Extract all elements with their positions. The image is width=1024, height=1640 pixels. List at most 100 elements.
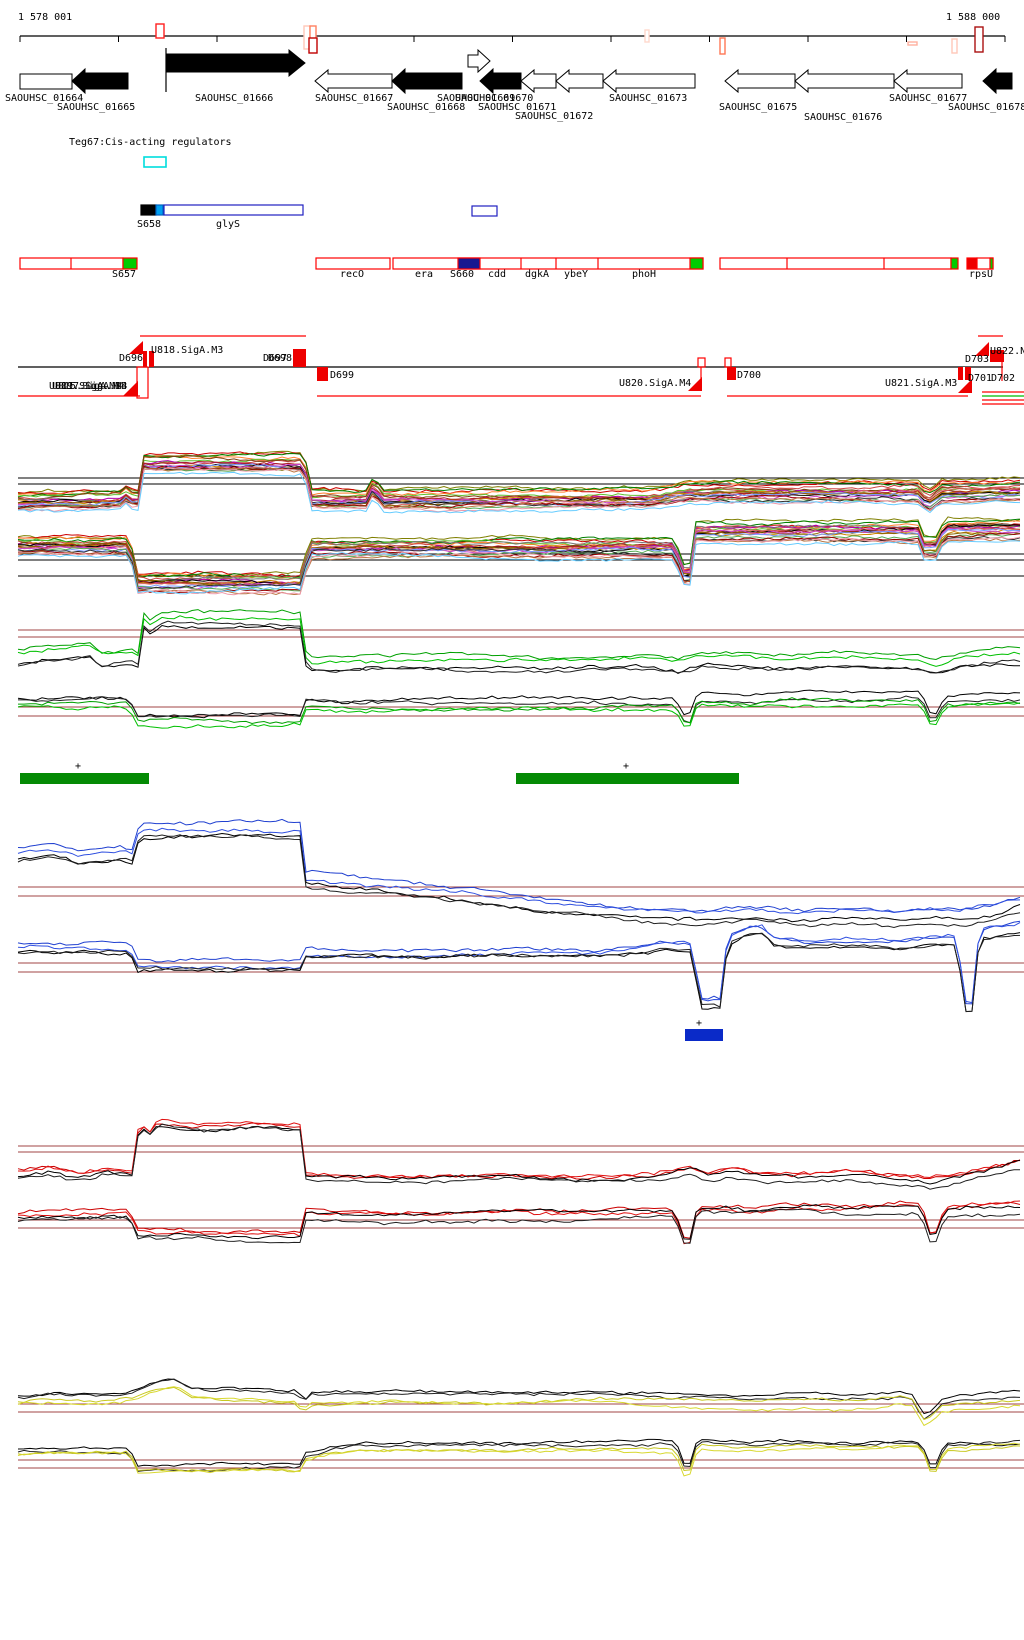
annotation-blue-segment: + [685, 1018, 723, 1041]
operon-label: phoH [632, 269, 656, 280]
ruler-mark[interactable] [907, 41, 918, 46]
expression-series [17, 827, 1021, 915]
expression-series [17, 471, 1021, 514]
regulatory-label: U822.N [990, 346, 1024, 357]
gene-label: SAOUHSC_01670 [455, 93, 533, 104]
regulatory-box[interactable] [317, 367, 328, 381]
operon-label: S657 [112, 269, 136, 280]
gene-arrow-SAOUHSC_01667[interactable] [314, 68, 393, 94]
transcript-box[interactable] [163, 204, 304, 216]
ruler-mark[interactable] [644, 29, 650, 43]
band-blue-reverse [17, 920, 1024, 1013]
operon-segment[interactable] [966, 257, 978, 270]
expression-series [17, 455, 1021, 497]
gene-arrow-SAOUHSC_01672[interactable] [555, 68, 604, 94]
band-red-reverse [17, 1200, 1024, 1245]
operon-segment[interactable] [457, 257, 481, 270]
ruler-mark[interactable] [951, 38, 958, 54]
gene-arrow-SAOUHSC_01678[interactable] [982, 67, 1013, 95]
annotation-bar[interactable] [20, 773, 149, 784]
gene-arrow-SAOUHSC_01673[interactable] [602, 68, 696, 94]
gene-arrow-SAOUHSC_01666[interactable] [165, 48, 306, 78]
regulatory-flag[interactable] [123, 381, 138, 396]
transcript-box[interactable] [140, 204, 157, 216]
ruler-end-label: 1 588 000 [946, 12, 1001, 23]
expression-series [17, 536, 1021, 596]
expression-series [17, 1439, 1021, 1472]
gene-arrow-SAOUHSC_01677[interactable] [893, 68, 963, 94]
ruler-mark[interactable] [719, 37, 726, 55]
expression-series [17, 518, 1021, 578]
expression-series [17, 922, 1021, 1004]
regulatory-box[interactable] [147, 351, 149, 367]
operon-segment[interactable] [392, 257, 704, 270]
expression-bands [17, 450, 1024, 1477]
band-yellow-forward [17, 1378, 1024, 1427]
band-green-reverse [17, 689, 1024, 729]
gene-label: SAOUHSC_01673 [609, 93, 687, 104]
annotation-bar[interactable] [516, 773, 739, 784]
operon-segment[interactable] [122, 257, 138, 270]
gene-arrow-SAOUHSC_01664[interactable] [19, 73, 73, 90]
expression-series [17, 620, 1021, 674]
annotation-green-segment-1: + [20, 761, 149, 784]
regulatory-box[interactable] [990, 350, 1004, 362]
operon-segment[interactable] [689, 257, 704, 270]
annotation-bar[interactable] [685, 1029, 723, 1041]
operon-segment[interactable] [719, 257, 952, 270]
operon-label: era [415, 269, 433, 280]
gene-arrow-SAOUHSC_01676[interactable] [794, 68, 895, 94]
gene-arrow-SAOUHSC_01668[interactable] [391, 67, 463, 95]
transcript-box[interactable] [155, 204, 164, 216]
gene-label: SAOUHSC_01665 [57, 102, 135, 113]
expression-series [17, 1378, 1021, 1415]
regulatory-box[interactable] [727, 367, 736, 380]
operon-segment[interactable] [315, 257, 391, 270]
expression-series [17, 450, 1021, 495]
regulatory-flag[interactable] [688, 377, 702, 391]
expression-series [17, 1118, 1021, 1179]
operon-segment[interactable] [989, 257, 994, 270]
expression-series [17, 1438, 1021, 1467]
expression-series [17, 1442, 1021, 1477]
gene-arrow-SAOUHSC_01670[interactable] [479, 67, 522, 95]
operon-segment[interactable] [950, 257, 959, 270]
gene-label: SAOUHSC_01664 [5, 93, 83, 104]
regulatory-flag[interactable] [958, 379, 972, 393]
ruler-start-label: 1 578 001 [18, 12, 73, 23]
expression-series [17, 466, 1021, 510]
regulatory-label: D697 [263, 353, 287, 364]
regulatory-box[interactable] [293, 349, 306, 367]
ruler-mark[interactable] [155, 23, 165, 39]
gene-arrow-SAOUHSC_01669[interactable] [467, 48, 491, 74]
operon-label: dgkA [525, 269, 549, 280]
regulatory-box[interactable] [963, 367, 965, 380]
ruler-mark[interactable] [974, 26, 984, 53]
transcript-box[interactable] [471, 205, 498, 217]
ruler-mark[interactable] [308, 37, 318, 54]
regulatory-box[interactable] [136, 366, 149, 399]
gene-label: SAOUHSC_01676 [804, 112, 882, 123]
band-red-forward [17, 1118, 1024, 1190]
expression-series [17, 1378, 1021, 1420]
regulatory-label: D701 [968, 373, 992, 384]
gene-arrow-SAOUHSC_01671[interactable] [520, 68, 557, 94]
transcript-label: glyS [216, 219, 240, 230]
gene-arrow-SAOUHSC_01675[interactable] [724, 68, 796, 94]
gene-arrow-SAOUHSC_01665[interactable] [71, 67, 129, 95]
regulatory-box[interactable] [724, 357, 732, 368]
expression-series [17, 1122, 1021, 1180]
gene-label: SAOUHSC_01666 [195, 93, 273, 104]
regulatory-flag[interactable] [975, 342, 989, 356]
teg67-box[interactable] [143, 156, 167, 168]
expression-series [17, 624, 1021, 674]
regulatory-label: D698 [268, 353, 292, 364]
regulatory-label: D699 [330, 370, 354, 381]
regulatory-box[interactable] [697, 357, 706, 368]
transcript-label: S658 [137, 219, 161, 230]
plus-mark: + [623, 761, 629, 772]
regulatory-flag[interactable] [129, 341, 143, 354]
